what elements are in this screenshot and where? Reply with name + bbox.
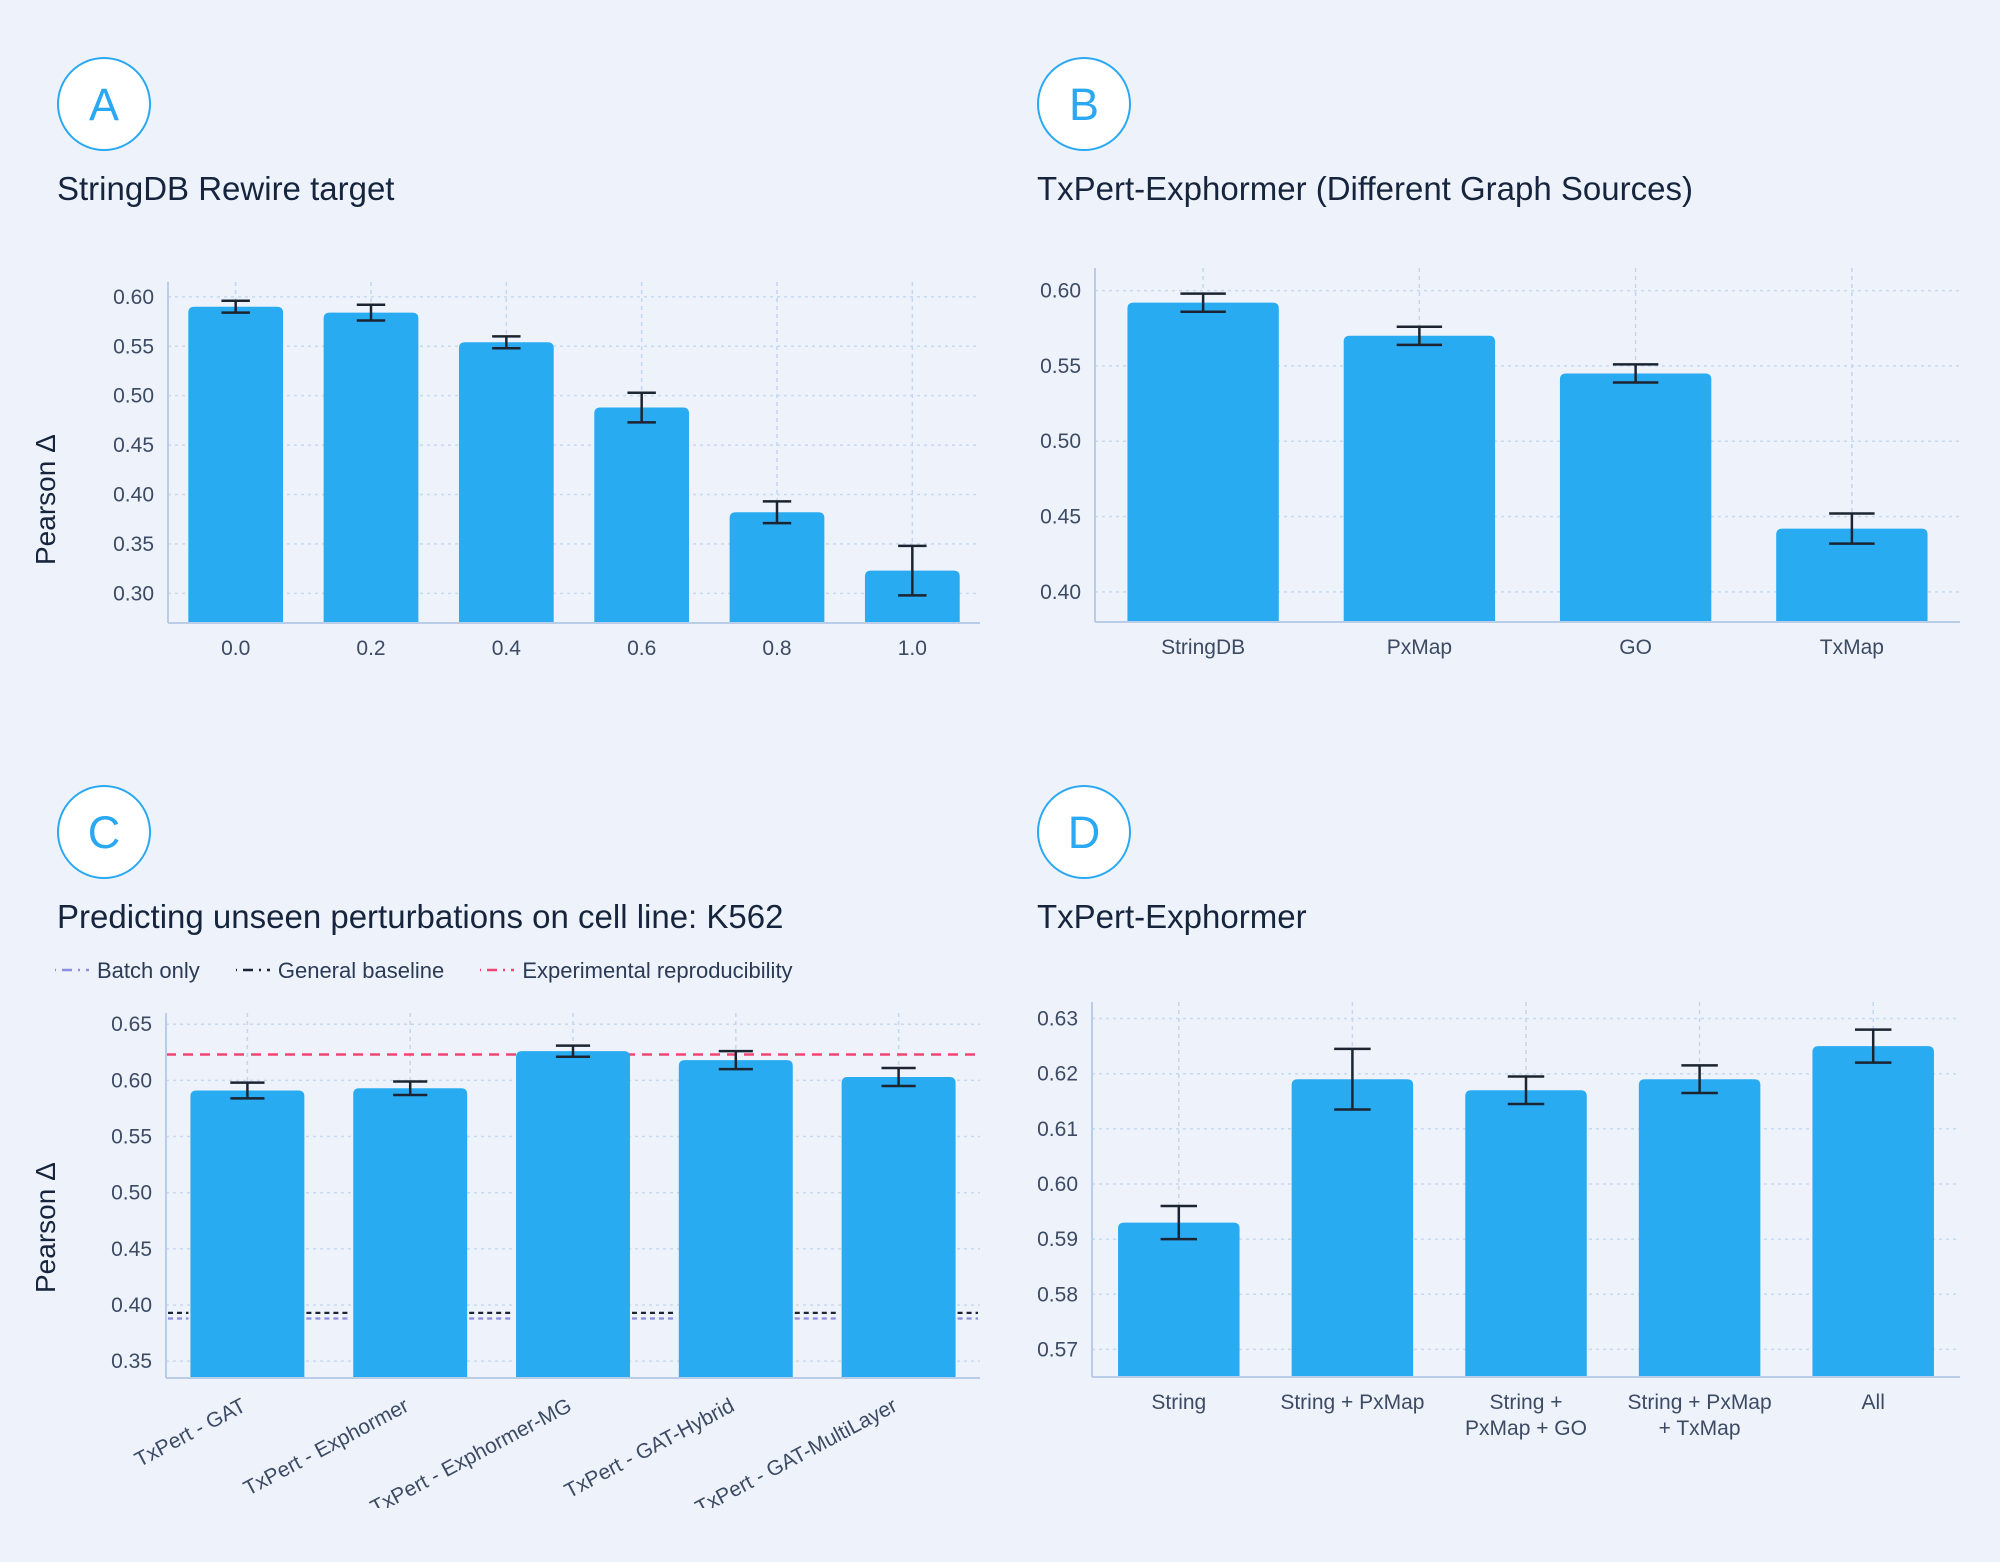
svg-text:TxMap: TxMap [1820, 636, 1884, 659]
svg-text:0.35: 0.35 [111, 1350, 152, 1373]
svg-text:0.55: 0.55 [111, 1126, 152, 1149]
svg-text:0.57: 0.57 [1037, 1338, 1078, 1361]
svg-text:0.60: 0.60 [1037, 1173, 1078, 1196]
svg-text:TxPert - Exphormer: TxPert - Exphormer [240, 1394, 413, 1500]
svg-text:String + PxMap: String + PxMap [1280, 1391, 1424, 1414]
svg-text:0.50: 0.50 [113, 385, 154, 408]
svg-text:0.61: 0.61 [1037, 1118, 1078, 1141]
svg-text:GO: GO [1619, 636, 1652, 659]
svg-text:0.60: 0.60 [111, 1069, 152, 1092]
svg-text:0.60: 0.60 [113, 286, 154, 309]
svg-text:String +: String + [1490, 1391, 1563, 1414]
svg-text:PxMap: PxMap [1387, 636, 1452, 659]
svg-text:0.59: 0.59 [1037, 1228, 1078, 1251]
svg-text:0.45: 0.45 [1040, 506, 1081, 529]
svg-text:0.40: 0.40 [111, 1294, 152, 1317]
svg-text:0.55: 0.55 [1040, 355, 1081, 378]
svg-text:0.40: 0.40 [113, 484, 154, 507]
svg-text:0.50: 0.50 [111, 1182, 152, 1205]
svg-text:String: String [1151, 1391, 1206, 1414]
svg-text:0.8: 0.8 [762, 637, 791, 660]
svg-text:0.30: 0.30 [113, 582, 154, 605]
svg-text:0.63: 0.63 [1037, 1008, 1078, 1031]
svg-text:0.45: 0.45 [113, 434, 154, 457]
svg-text:0.0: 0.0 [221, 637, 250, 660]
svg-text:0.50: 0.50 [1040, 430, 1081, 453]
svg-text:StringDB: StringDB [1161, 636, 1245, 659]
svg-text:0.6: 0.6 [627, 637, 656, 660]
svg-text:0.58: 0.58 [1037, 1283, 1078, 1306]
svg-text:0.4: 0.4 [492, 637, 522, 660]
svg-text:0.62: 0.62 [1037, 1063, 1078, 1086]
svg-text:0.40: 0.40 [1040, 581, 1081, 604]
svg-text:0.35: 0.35 [113, 533, 154, 556]
svg-text:All: All [1862, 1391, 1885, 1414]
svg-text:1.0: 1.0 [898, 637, 927, 660]
svg-text:String + PxMap: String + PxMap [1628, 1391, 1772, 1414]
svg-text:0.65: 0.65 [111, 1013, 152, 1036]
svg-text:TxPert - GAT: TxPert - GAT [131, 1394, 250, 1472]
svg-text:0.45: 0.45 [111, 1238, 152, 1261]
svg-text:PxMap + GO: PxMap + GO [1465, 1417, 1587, 1440]
svg-text:+ TxMap: + TxMap [1659, 1417, 1741, 1440]
svg-text:0.55: 0.55 [113, 335, 154, 358]
svg-text:0.2: 0.2 [356, 637, 385, 660]
svg-text:TxPert - GAT-Hybrid: TxPert - GAT-Hybrid [561, 1394, 738, 1503]
svg-text:0.60: 0.60 [1040, 280, 1081, 303]
